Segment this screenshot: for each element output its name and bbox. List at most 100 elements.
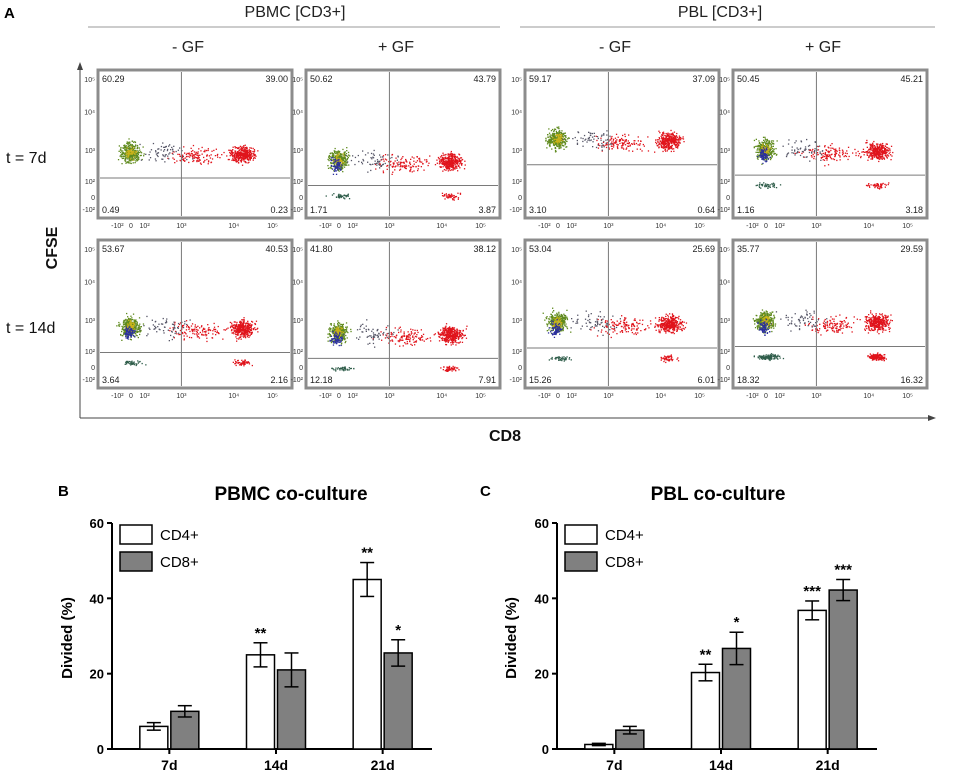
legend-swatch: [119, 524, 153, 545]
flow-plot-r2-c2: 41.80 38.12 12.18 7.91 -10² 0 10² 10³ 10⁴ 10⁵ 10⁵ 1…: [291, 238, 502, 400]
quadrant-value-lower-right: 6.01: [697, 375, 715, 385]
y-tick-label: 0: [299, 195, 303, 202]
x-category-label: 7d: [161, 757, 177, 773]
quadrant-value-upper-right: 37.09: [692, 74, 715, 84]
bar-cd8-21d: [828, 589, 858, 750]
flow-plot-r1-c2: 50.62 43.79 1.71 3.87 -10² 0 10² 10³ 10⁴ 10⁵ 10⁵ 10…: [291, 68, 502, 230]
legend-swatch: [119, 551, 153, 572]
flow-plot-frame: [304, 68, 502, 220]
y-tick-label: -10²: [718, 377, 731, 384]
quadrant-value-lower-left: 3.64: [102, 375, 120, 385]
flow-plot-r2-c1: 53.67 40.53 3.64 2.16 -10² 0 10² 10³ 10⁴ 10⁵ 10⁵ 10…: [83, 238, 294, 400]
time-label-7d: t = 7d: [6, 150, 46, 167]
x-tick-label: -10²: [746, 393, 759, 400]
legend-label: CD4+: [160, 527, 199, 544]
y-tick-label: 0: [726, 365, 730, 372]
quadrant-value-upper-right: 38.12: [473, 244, 496, 254]
y-tick-label: 0: [518, 195, 522, 202]
y-tick-label: 10³: [85, 318, 96, 325]
x-tick-label: 10²: [775, 223, 786, 230]
quadrant-value-upper-right: 40.53: [265, 244, 288, 254]
quadrant-value-lower-left: 1.71: [310, 205, 328, 215]
y-tick-label: 10²: [293, 349, 304, 356]
y-tick-label: -10²: [83, 377, 96, 384]
x-category-label: 21d: [371, 757, 395, 773]
y-tick-label: -10²: [291, 377, 304, 384]
x-tick-label: 10⁵: [902, 223, 913, 230]
quadrant-value-lower-left: 3.10: [529, 205, 547, 215]
quadrant-value-lower-left: 15.26: [529, 375, 552, 385]
x-tick-label: 10³: [384, 223, 395, 230]
x-tick-label: 10⁴: [228, 223, 239, 230]
flow-plot-dots: [752, 309, 893, 362]
quadrant-value-lower-left: 1.16: [737, 205, 755, 215]
chart-c-ylabel: Divided (%): [503, 597, 520, 679]
x-tick-label: -10²: [319, 223, 332, 230]
quadrant-value-lower-right: 3.18: [905, 205, 923, 215]
flow-plot-r1-c1: 60.29 39.00 0.49 0.23 -10² 0 10² 10³ 10⁴ 10⁵ 10⁵ 10…: [83, 68, 294, 230]
flow-plot-dots: [325, 147, 466, 201]
y-tick-label: 20: [535, 667, 549, 682]
y-tick-label: 0: [91, 365, 95, 372]
panel-a-letter: A: [4, 5, 15, 22]
legend-label: CD4+: [605, 527, 644, 544]
x-tick-label: 10⁴: [863, 223, 874, 230]
x-tick-label: 0: [337, 393, 341, 400]
quadrant-value-upper-right: 39.00: [265, 74, 288, 84]
x-tick-label: 10³: [176, 223, 187, 230]
flow-plot-dots: [542, 307, 688, 364]
legend-swatch: [564, 524, 598, 545]
quadrant-value-upper-right: 45.21: [900, 74, 923, 84]
x-tick-label: 10²: [348, 223, 359, 230]
y-tick-label: -10²: [718, 207, 731, 214]
y-tick-label: 10³: [512, 148, 523, 155]
significance-marker: **: [255, 625, 267, 642]
y-tick-label: 10²: [85, 179, 96, 186]
y-tick-label: -10²: [291, 207, 304, 214]
quadrant-value-upper-left: 50.45: [737, 74, 760, 84]
chart-b-title: PBMC co-culture: [214, 484, 367, 505]
flow-plot-r1-c4: 50.45 45.21 1.16 3.18 -10² 0 10² 10³ 10⁴ 10⁵ 10⁵ 10…: [718, 68, 929, 230]
x-tick-label: -10²: [746, 223, 759, 230]
flow-plot-dots: [117, 138, 259, 166]
x-tick-label: 10⁴: [655, 223, 666, 230]
panel-b-letter: B: [58, 483, 69, 500]
y-tick-label: 10³: [293, 318, 304, 325]
x-category-label: 21d: [816, 757, 840, 773]
time-label-14d: t = 14d: [6, 320, 55, 337]
quadrant-value-upper-right: 29.59: [900, 244, 923, 254]
quadrant-value-upper-left: 41.80: [310, 244, 333, 254]
y-tick-label: 10⁵: [84, 247, 95, 254]
y-tick-label: 10³: [720, 148, 731, 155]
y-tick-label: -10²: [510, 207, 523, 214]
y-tick-label: 10²: [293, 179, 304, 186]
y-tick-label: 0: [91, 195, 95, 202]
y-tick-label: 10⁴: [84, 109, 95, 116]
x-tick-label: 10³: [811, 393, 822, 400]
flow-plot-r1-c3: 59.17 37.09 3.10 0.64 -10² 0 10² 10³ 10⁴ 10⁵ 10⁵ 10…: [510, 68, 721, 230]
y-tick-label: 10⁴: [84, 279, 95, 286]
x-tick-label: 10²: [140, 223, 151, 230]
y-tick-label: 0: [518, 365, 522, 372]
group-title-pbmc: PBMC [CD3+]: [245, 4, 346, 21]
y-tick-label: 10⁵: [511, 247, 522, 254]
y-tick-label: 0: [542, 742, 549, 757]
quadrant-value-upper-left: 53.67: [102, 244, 125, 254]
x-category-label: 14d: [264, 757, 288, 773]
x-tick-label: 10⁵: [267, 393, 278, 400]
y-tick-label: 10²: [512, 349, 523, 356]
bar-cd4-14d: [690, 671, 721, 750]
x-axis-arrowhead: [928, 415, 936, 421]
chart-c: C PBL co-culture Divided (%) 0 20 40 60 7d 14…: [480, 483, 877, 773]
y-tick-label: 10²: [720, 349, 731, 356]
y-tick-label: 10⁴: [292, 109, 303, 116]
x-tick-label: 10³: [603, 393, 614, 400]
quadrant-value-lower-right: 7.91: [478, 375, 496, 385]
y-tick-label: -10²: [83, 207, 96, 214]
x-tick-label: 10⁵: [694, 393, 705, 400]
flow-plot-dots: [753, 136, 894, 190]
quadrant-value-upper-left: 50.62: [310, 74, 333, 84]
quadrant-value-lower-left: 12.18: [310, 375, 333, 385]
x-tick-label: 10²: [567, 223, 578, 230]
